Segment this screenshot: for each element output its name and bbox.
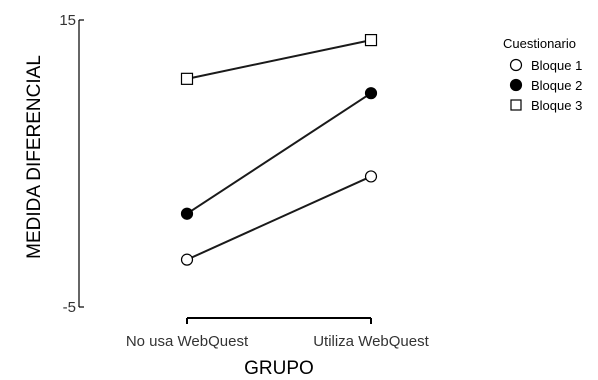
- series-3-point-2: [364, 33, 378, 47]
- series-line-1: [186, 175, 372, 261]
- legend-title: Cuestionario: [503, 36, 576, 51]
- legend-marker-2: [509, 78, 523, 92]
- legend-label-3: Bloque 3: [531, 98, 582, 113]
- series-line-2: [186, 92, 372, 215]
- legend-label-2: Bloque 2: [531, 78, 582, 93]
- series-group: [180, 33, 378, 266]
- legend-items: Bloque 1 Bloque 2 Bloque 3: [509, 58, 582, 113]
- plot-area: 15 -5 MEDIDA DIFERENCIAL No usa WebQuest…: [24, 12, 430, 379]
- x-tick-label-0: No usa WebQuest: [126, 333, 249, 350]
- x-tick-label-1: Utiliza WebQuest: [313, 333, 429, 350]
- legend-label-1: Bloque 1: [531, 58, 582, 73]
- series-line-3: [186, 39, 372, 80]
- legend: Cuestionario Bloque 1 Bloque 2 Bloque 3: [503, 36, 582, 113]
- x-axis-title: GRUPO: [244, 358, 314, 379]
- series-1-point-1: [180, 253, 194, 266]
- y-tick-label-top: 15: [59, 12, 76, 29]
- series-1-point-2: [364, 170, 378, 183]
- legend-marker-3: [510, 99, 522, 111]
- y-axis-title: MEDIDA DIFERENCIAL: [24, 55, 45, 259]
- legend-marker-1: [509, 58, 523, 72]
- y-tick-label-bottom: -5: [63, 299, 76, 316]
- series-2-point-2: [364, 87, 378, 100]
- series-3-point-1: [180, 72, 194, 85]
- series-2-point-1: [180, 207, 194, 220]
